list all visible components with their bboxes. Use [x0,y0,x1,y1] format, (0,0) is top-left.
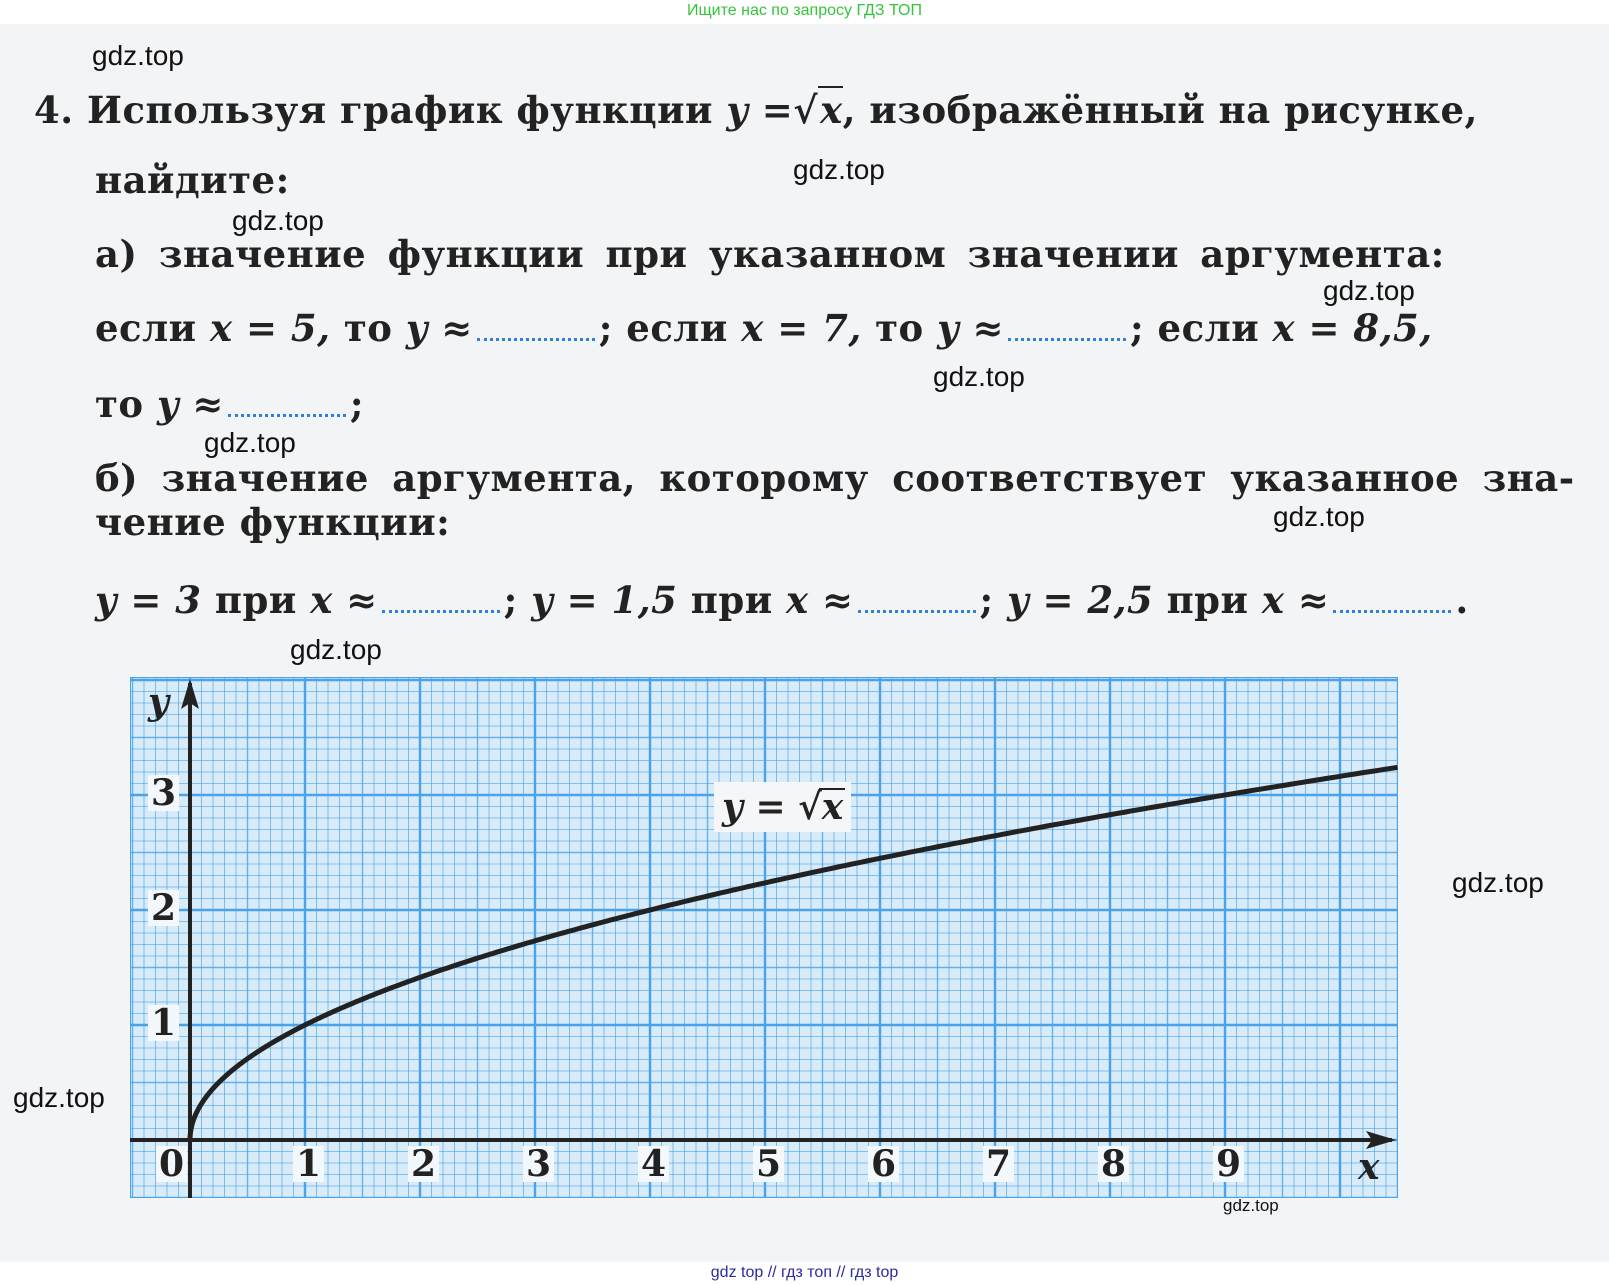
x-tick-label: 8 [1098,1146,1130,1182]
x-approx: x ≈ [1261,578,1330,622]
watermark: gdz.top [1452,867,1544,898]
y-axis-arrow [181,679,199,709]
top-banner: Ищите нас по запросу ГДЗ ТОП [0,0,1609,24]
text: то [875,306,924,350]
text: ; если [598,306,728,350]
y-approx: y ≈ [157,382,224,426]
y-tick-label: 1 [148,1005,180,1041]
answer-blank[interactable] [857,600,976,613]
x-tick-label: 6 [868,1146,900,1182]
answer-blank[interactable] [476,328,595,341]
sqrt-graph [130,677,1398,1198]
text: ; [349,382,365,426]
problem-line-2: найдите: [95,158,290,202]
x-approx: x ≈ [310,578,378,622]
part-a-line-1: если x = 5, то y ≈ ; если x = 7, то y ≈ ; … [95,306,1433,350]
y-value: y = 3 [95,578,202,622]
x-tick-label: 3 [523,1146,555,1182]
text: ; если [1130,306,1260,350]
formula-y: y = [726,88,794,132]
text: ; [979,578,994,622]
y-approx: y ≈ [937,306,1004,350]
x-tick-label: 2 [408,1146,440,1182]
watermark: gdz.top [13,1082,105,1113]
text: то [343,306,393,350]
problem-line-1: 4. Используя график функции y =√x, изобр… [34,86,1478,132]
watermark: gdz.top [1273,501,1365,532]
x-value: x = 7, [741,306,862,350]
part-a-title: а) значение функции при указанном значен… [95,232,1445,276]
sqrt-sign: √ [793,88,819,132]
x-tick-label: 0 [156,1146,188,1182]
answer-blank[interactable] [381,600,500,613]
answer-blank[interactable] [1008,328,1126,341]
answer-blank[interactable] [227,404,346,417]
text: если [95,306,197,350]
part-a-line-2: то y ≈; [95,382,364,426]
x-tick-label: 4 [638,1146,670,1182]
watermark: gdz.top [1323,275,1415,306]
bottom-banner[interactable]: gdz top // гдз топ // гдз top [0,1262,1609,1285]
part-b-line: y = 3 при x ≈; y = 1,5 при x ≈; y = 2,5 … [95,578,1469,622]
y-axis-label: y [148,681,169,723]
watermark: gdz.top [204,427,296,458]
part-b-title-2: чение функции: [95,500,451,544]
sqrt-curve [187,764,1398,1140]
answer-blank[interactable] [1333,600,1452,613]
text: при [214,578,297,622]
watermark: gdz.top [1223,1196,1279,1215]
text: при [690,578,773,622]
watermark: gdz.top [232,205,324,236]
problem-number: 4. [34,88,74,132]
text: . [1455,578,1469,622]
y-value: y = 2,5 [1007,578,1154,622]
curve-label: y = √x [714,782,852,832]
text: ; [503,578,518,622]
x-tick-label: 5 [753,1146,785,1182]
x-value: x = 5, [210,306,331,350]
sqrt-bar [819,788,846,790]
y-value: y = 1,5 [531,578,678,622]
text: при [1166,578,1249,622]
watermark: gdz.top [793,154,885,185]
text: то [95,382,144,426]
x-tick-label: 9 [1213,1146,1245,1182]
watermark: gdz.top [933,361,1025,392]
watermark: gdz.top [92,40,184,71]
x-axis-arrow [1366,1131,1396,1149]
x-approx: x ≈ [786,578,854,622]
x-axis-label: x [1358,1146,1380,1188]
problem-text: Используя график функции [87,88,713,132]
part-b-title-1: б) значение аргумента, которому соответс… [95,456,1575,500]
watermark: gdz.top [290,634,382,665]
x-tick-label: 1 [293,1146,325,1182]
formula-x: x [818,86,843,132]
x-tick-label: 7 [983,1146,1015,1182]
curve-label-function: y = √x [722,786,844,828]
problem-text-rest: , изображённый на рисунке, [842,88,1478,132]
y-approx: y ≈ [405,306,473,350]
x-value: x = 8,5, [1272,306,1433,350]
y-tick-label: 3 [148,775,180,811]
y-tick-label: 2 [148,890,180,926]
